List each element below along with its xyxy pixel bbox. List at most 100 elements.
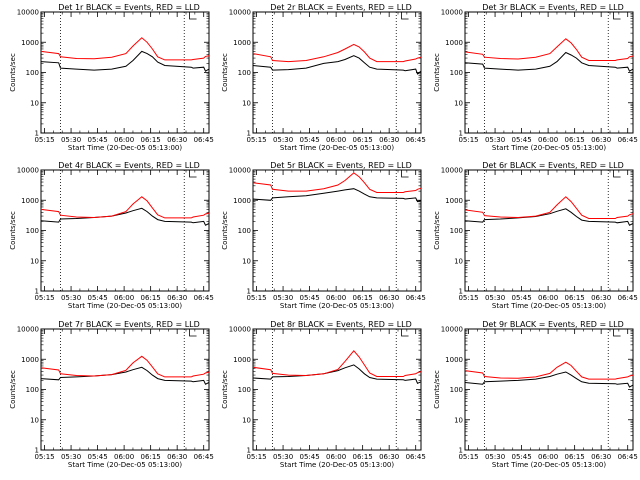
step-marker — [613, 170, 621, 178]
events-series-line — [464, 371, 634, 388]
x-tick-label: 05:30 — [273, 453, 293, 461]
lld-series-line — [252, 350, 422, 377]
step-marker — [401, 329, 409, 337]
y-axis-label: Counts/sec — [221, 370, 229, 409]
y-tick-label: 100 — [26, 386, 39, 394]
x-tick-label: 05:30 — [273, 294, 293, 302]
x-tick-label: 05:45 — [87, 453, 107, 461]
y-tick-label: 1 — [247, 130, 251, 138]
y-tick-label: 1 — [247, 447, 251, 455]
lld-series-line — [464, 361, 634, 380]
x-axis-label: Start Time (20-Dec-05 05:13:00) — [492, 302, 606, 310]
x-tick-label: 05:15 — [34, 294, 54, 302]
events-series-line — [40, 366, 210, 385]
x-tick-label: 06:00 — [326, 294, 346, 302]
plot-frame — [252, 11, 422, 134]
x-tick-label: 06:00 — [326, 136, 346, 144]
step-marker — [189, 12, 197, 20]
step-marker — [189, 170, 197, 178]
x-axis-label: Start Time (20-Dec-05 05:13:00) — [280, 461, 394, 469]
x-tick-label: 05:15 — [34, 136, 54, 144]
y-tick-label: 10 — [242, 99, 251, 107]
x-tick-label: 05:30 — [485, 453, 505, 461]
panel-title: Det 9r BLACK = Events, RED = LLD — [482, 320, 624, 329]
y-tick-label: 10000 — [17, 326, 39, 334]
y-axis-label: Counts/sec — [221, 53, 229, 92]
y-tick-label: 100 — [238, 227, 251, 235]
x-tick-label: 06:30 — [167, 136, 187, 144]
x-tick-label: 06:30 — [379, 453, 399, 461]
y-tick-label: 1 — [459, 447, 463, 455]
x-tick-label: 05:45 — [299, 136, 319, 144]
x-tick-label: 06:15 — [141, 453, 161, 461]
panel-title: Det 3r BLACK = Events, RED = LLD — [482, 3, 624, 12]
panel-det-9: Det 9r BLACK = Events, RED = LLD 1 10 100 10… — [433, 320, 638, 469]
plot-frame — [40, 328, 210, 451]
panel-det-4: Det 4r BLACK = Events, RED = LLD 1 10 100 10… — [9, 161, 214, 310]
x-tick-label: 05:30 — [61, 453, 81, 461]
x-tick-label: 06:15 — [353, 453, 373, 461]
y-tick-label: 10 — [30, 99, 39, 107]
panel-det-6: Det 6r BLACK = Events, RED = LLD 1 10 100 10… — [433, 161, 638, 310]
panel-det-3: Det 3r BLACK = Events, RED = LLD 1 10 100 10… — [433, 3, 638, 152]
x-tick-label: 06:45 — [406, 453, 426, 461]
x-axis-label: Start Time (20-Dec-05 05:13:00) — [280, 302, 394, 310]
x-tick-label: 05:30 — [61, 294, 81, 302]
y-tick-label: 100 — [450, 227, 463, 235]
y-tick-label: 10 — [30, 257, 39, 265]
y-tick-label: 100 — [26, 227, 39, 235]
panel-title: Det 8r BLACK = Events, RED = LLD — [270, 320, 412, 329]
y-tick-label: 1 — [247, 288, 251, 296]
step-marker — [613, 12, 621, 20]
y-tick-label: 10000 — [441, 9, 463, 17]
y-axis-label: Counts/sec — [433, 53, 441, 92]
y-axis-label: Counts/sec — [9, 53, 17, 92]
y-tick-label: 10000 — [441, 167, 463, 175]
panel-title: Det 1r BLACK = Events, RED = LLD — [58, 3, 200, 12]
x-tick-label: 05:15 — [458, 136, 478, 144]
x-tick-label: 05:15 — [458, 294, 478, 302]
x-axis-label: Start Time (20-Dec-05 05:13:00) — [280, 144, 394, 152]
y-tick-label: 10000 — [229, 326, 251, 334]
lld-series-line — [252, 43, 422, 63]
panel-title: Det 5r BLACK = Events, RED = LLD — [270, 161, 412, 170]
x-tick-label: 05:15 — [246, 136, 266, 144]
lld-series-line — [464, 196, 634, 219]
y-tick-label: 10 — [454, 416, 463, 424]
x-tick-label: 06:30 — [591, 294, 611, 302]
events-series-line — [464, 208, 634, 226]
y-tick-label: 1000 — [445, 197, 463, 205]
y-tick-label: 10000 — [441, 326, 463, 334]
x-tick-label: 05:45 — [511, 136, 531, 144]
x-tick-label: 06:15 — [565, 136, 585, 144]
x-axis-label: Start Time (20-Dec-05 05:13:00) — [68, 461, 182, 469]
x-tick-label: 05:30 — [485, 294, 505, 302]
y-tick-label: 10 — [454, 257, 463, 265]
plot-frame — [40, 169, 210, 292]
y-tick-label: 10 — [242, 416, 251, 424]
plot-frame — [252, 328, 422, 451]
panel-det-1: Det 1r BLACK = Events, RED = LLD 1 10 100 10… — [9, 3, 214, 152]
y-tick-label: 1000 — [21, 39, 39, 47]
y-tick-label: 1000 — [233, 39, 251, 47]
y-axis-label: Counts/sec — [433, 211, 441, 250]
lld-series-line — [464, 38, 634, 61]
x-tick-label: 05:30 — [273, 136, 293, 144]
y-tick-label: 1000 — [233, 356, 251, 364]
lld-series-line — [40, 355, 210, 378]
x-tick-label: 06:15 — [141, 294, 161, 302]
x-axis-label: Start Time (20-Dec-05 05:13:00) — [492, 144, 606, 152]
x-tick-label: 06:15 — [565, 294, 585, 302]
x-tick-label: 05:15 — [458, 453, 478, 461]
x-tick-label: 06:30 — [379, 136, 399, 144]
x-axis-label: Start Time (20-Dec-05 05:13:00) — [68, 302, 182, 310]
y-tick-label: 1000 — [21, 197, 39, 205]
panel-title: Det 2r BLACK = Events, RED = LLD — [270, 3, 412, 12]
x-tick-label: 06:00 — [538, 136, 558, 144]
x-tick-label: 06:30 — [591, 453, 611, 461]
y-axis-label: Counts/sec — [221, 211, 229, 250]
step-marker — [189, 329, 197, 337]
y-tick-label: 100 — [238, 386, 251, 394]
x-tick-label: 06:30 — [379, 294, 399, 302]
x-tick-label: 06:45 — [194, 294, 214, 302]
